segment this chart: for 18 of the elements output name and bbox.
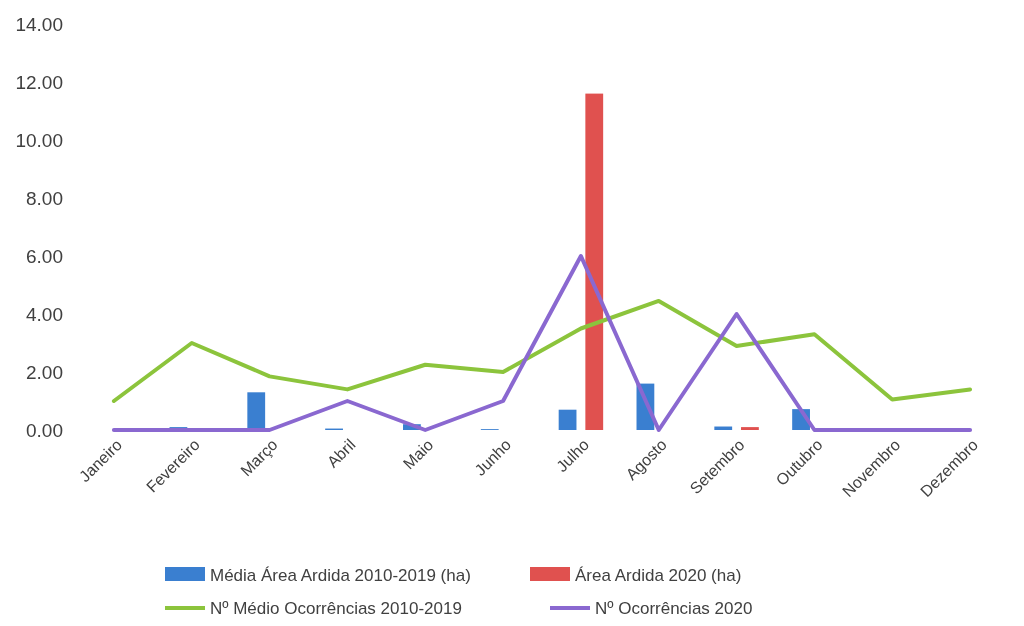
legend-label: Área Ardida 2020 (ha) [575,566,742,585]
line-series [111,254,973,432]
legend-label: Nº Ocorrências 2020 [595,599,753,618]
y-tick-label: 12.00 [15,71,63,93]
y-tick-label: 2.00 [26,361,63,383]
bar [247,392,266,430]
y-tick-label: 10.00 [15,129,63,151]
y-tick-label: 4.00 [26,303,63,325]
bar [585,93,604,430]
legend-label: Média Área Ardida 2010-2019 (ha) [210,566,471,585]
y-tick-label: 0.00 [26,419,63,441]
bar [558,409,577,430]
y-tick-label: 6.00 [26,245,63,267]
y-tick-label: 8.00 [26,187,63,209]
line-series [111,298,973,403]
legend-label: Nº Médio Ocorrências 2010-2019 [210,599,462,618]
y-tick-label: 14.00 [15,13,63,35]
bar [741,427,759,430]
